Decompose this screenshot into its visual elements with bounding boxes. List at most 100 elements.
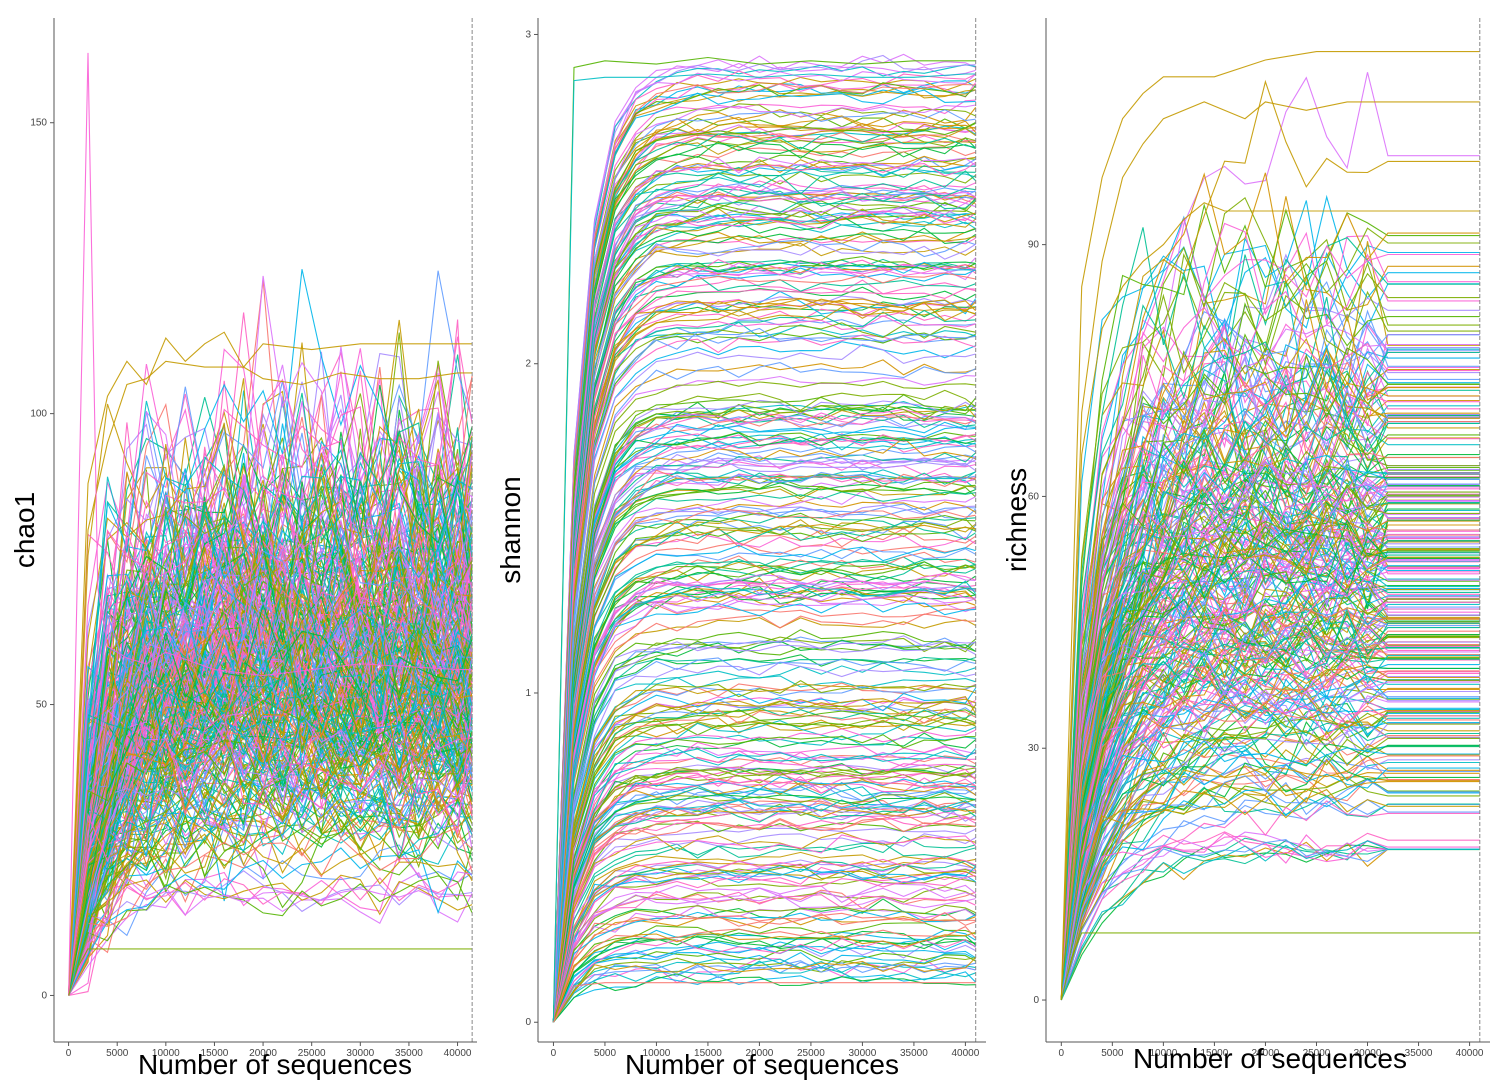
rarefaction-curve [552,874,976,1023]
rarefaction-curve [552,490,976,1023]
rarefaction-curve [552,302,976,1023]
rarefaction-curve [552,89,976,1023]
rarefaction-curve [1060,749,1480,1001]
rarefaction-curve [68,874,473,996]
rarefaction-curve [552,827,976,1023]
y-tick-label: 60 [1028,491,1040,502]
chao1-curves [68,269,473,997]
rarefaction-curve [552,801,977,1023]
rarefaction-curve [552,925,977,1023]
x-tick-label: 30000 [1354,1048,1382,1059]
x-tick-label: 20000 [249,1048,277,1059]
rarefaction-curve [68,542,473,996]
rarefaction-curve [552,151,976,1023]
rarefaction-curve [552,54,976,1023]
highlight-curve [1060,51,1480,1001]
rarefaction-curve [68,704,473,996]
rarefaction-curve [552,500,976,1023]
rarefaction-curve [552,512,976,1023]
rarefaction-curve [552,544,976,1023]
rarefaction-curve [68,437,473,996]
rarefaction-curve [552,327,976,1023]
rarefaction-curve [1060,574,1480,1001]
rarefaction-curve [552,661,976,1023]
rarefaction-curve [552,485,976,1023]
rarefaction-curve [552,504,976,1023]
rarefaction-curve [1060,628,1480,1001]
rarefaction-curve [552,709,976,1023]
rarefaction-curve [552,683,976,1023]
rarefaction-curve [1060,583,1480,1001]
rarefaction-curve [1060,690,1480,1001]
rarefaction-curve [552,453,977,1023]
rarefaction-curve [1060,333,1480,1001]
rarefaction-curve [1060,606,1480,1001]
rarefaction-curve [552,580,977,1023]
rarefaction-curve [552,748,977,1023]
highlight-curve [552,73,976,1023]
rarefaction-curve [1060,647,1480,1001]
rarefaction-curve [552,860,976,1023]
highlight-curve [68,360,473,996]
rarefaction-curve [552,421,976,1023]
rarefaction-curve [552,394,977,1023]
highlight-curve [1060,932,1480,1001]
rarefaction-curve [552,359,976,1023]
rarefaction-curve [552,170,977,1023]
rarefaction-curve [552,445,976,1023]
rarefaction-curve [1060,512,1480,1001]
rarefaction-curve [552,243,976,1023]
rarefaction-curve [552,202,976,1023]
rarefaction-curve [1060,683,1480,1001]
x-tick-label: 40000 [444,1048,472,1059]
rarefaction-curve [68,619,473,996]
rarefaction-curve [1060,788,1480,1001]
rarefaction-curve [552,424,976,1023]
rarefaction-curve [552,195,977,1023]
rarefaction-curve [552,99,976,1023]
rarefaction-curve [552,742,976,1023]
rarefaction-curve [552,515,976,1023]
rarefaction-curve [552,561,976,1023]
rarefaction-curve [68,673,473,996]
x-tick-label: 10000 [152,1048,180,1059]
rarefaction-curve [1060,559,1480,1001]
rarefaction-curve [1060,656,1480,1001]
rarefaction-curve [552,104,976,1023]
chao1-panel: 0 50 100 150 0 5000 10000 15000 20000 25000 30000 3… [9,18,477,1080]
rarefaction-curve [552,415,976,1023]
rarefaction-curve [1060,172,1480,1001]
rarefaction-curve [1060,79,1480,1001]
rarefaction-curve [552,734,976,1023]
rarefaction-curve [552,572,976,1023]
rarefaction-curve [1060,602,1480,1001]
x-tick-label: 15000 [1201,1048,1229,1059]
rarefaction-curve [68,726,473,996]
rarefaction-curve [552,474,976,1023]
rarefaction-curve [68,789,473,996]
rarefaction-curve [68,833,473,996]
rarefaction-curve [1060,623,1480,1001]
rarefaction-curve [68,440,473,996]
rarefaction-curve [68,847,473,996]
x-tick-label: 20000 [746,1048,774,1059]
rarefaction-curve [1060,227,1480,1001]
rarefaction-curve [552,782,976,1023]
x-tick-label: 25000 [797,1048,825,1059]
rarefaction-curve [68,430,473,996]
rarefaction-curve [1060,309,1480,1001]
rarefaction-curve [1060,764,1480,1001]
rarefaction-curve [1060,649,1480,1001]
rarefaction-curve [552,866,976,1023]
rarefaction-curve [552,401,976,1023]
rarefaction-curve [552,137,977,1023]
rarefaction-curve [1060,412,1480,1001]
rarefaction-curve [1060,455,1480,1001]
rarefaction-curve [1060,296,1480,1001]
rarefaction-curve [68,408,473,996]
rarefaction-curve [68,351,473,996]
x-tick-label: 25000 [1303,1048,1331,1059]
rarefaction-curve [1060,753,1480,1001]
rarefaction-curve [1060,740,1480,1001]
rarefaction-curve [552,460,976,1023]
